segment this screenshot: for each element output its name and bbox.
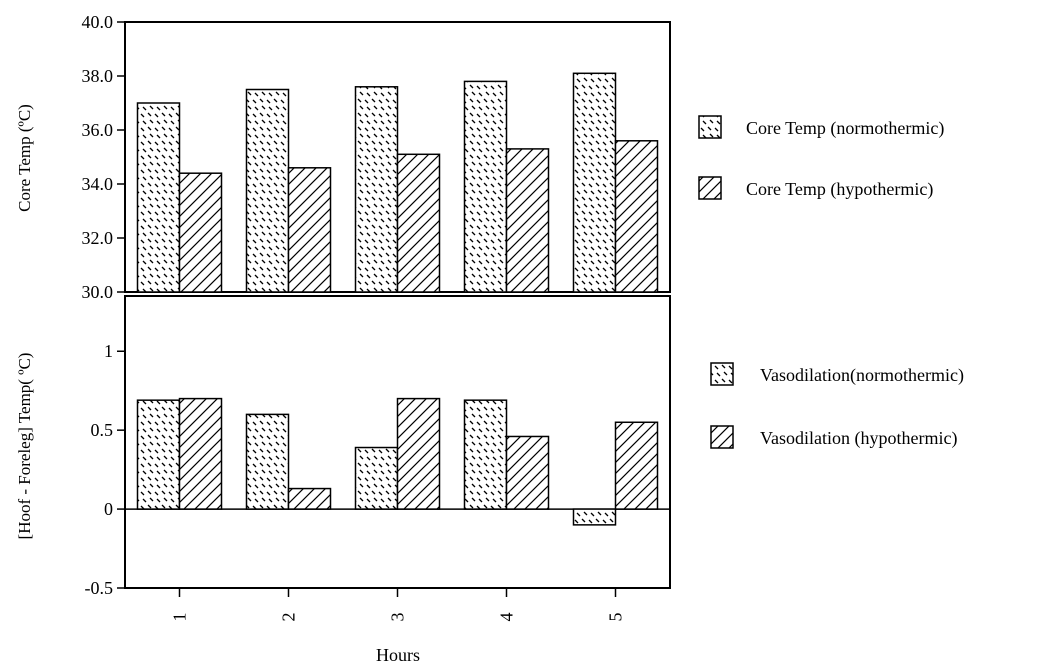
bar-hypothermic: [614, 421, 659, 510]
x-tick-label: 5: [606, 613, 626, 622]
legend-swatch-normothermic: [710, 362, 734, 386]
y-tick-label: -0.5: [85, 578, 114, 598]
y-tick-label: 32.0: [82, 228, 114, 248]
legend-swatch-hypothermic: [698, 176, 722, 200]
legend-item-vasodilation-normothermic: Vasodilation(normothermic): [710, 362, 964, 386]
bar-hypothermic: [396, 153, 441, 293]
legend-item-vasodilation-hypothermic: Vasodilation (hypothermic): [710, 425, 957, 449]
legend-item-core-temp-hypothermic: Core Temp (hypothermic): [698, 176, 933, 200]
vasodilation-y-axis: 1 0.5 0 -0.5: [85, 341, 125, 598]
vasodilation-legend: Vasodilation(normothermic) Vasodilation …: [710, 362, 964, 449]
core-temp-y-axis-label: Core Temp (ºC): [15, 104, 34, 212]
core-temp-panel: 40.0 38.0 36.0 34.0 32.0 30.0 Core Temp (ºC): [15, 12, 671, 302]
legend-item-core-temp-normothermic: Core Temp (normothermic): [698, 115, 944, 139]
y-tick-label: 0: [104, 499, 113, 519]
x-tick-label: 4: [497, 613, 517, 622]
hours-x-axis: 1 2 3 4 5: [170, 588, 626, 622]
vasodilation-bars: [125, 397, 670, 526]
core-temp-bars: [136, 72, 659, 293]
x-tick-label: 1: [170, 613, 190, 622]
vasodilation-y-axis-label: [Hoof - Foreleg] Temp( ºC): [15, 353, 34, 540]
y-tick-label: 36.0: [82, 120, 114, 140]
legend-label: Core Temp (hypothermic): [746, 179, 933, 200]
legend-label: Core Temp (normothermic): [746, 118, 944, 139]
bar-normothermic: [572, 508, 617, 526]
legend-swatch-normothermic: [698, 115, 722, 139]
bar-hypothermic: [178, 172, 223, 293]
y-tick-label: 38.0: [82, 66, 114, 86]
x-tick-label: 3: [388, 613, 408, 622]
legend-label: Vasodilation(normothermic): [760, 365, 964, 386]
bar-normothermic: [245, 88, 290, 293]
core-temp-legend: Core Temp (normothermic) Core Temp (hypo…: [698, 115, 944, 200]
core-temp-y-axis: 40.0 38.0 36.0 34.0 32.0 30.0: [82, 12, 125, 302]
bar-hypothermic: [505, 148, 550, 293]
y-tick-label: 40.0: [82, 12, 114, 32]
vasodilation-panel: 1 0.5 0 -0.5 1 2 3 4 5 [Hoof - Foreleg] Temp( º…: [15, 295, 671, 665]
x-axis-label: Hours: [376, 645, 420, 665]
bar-normothermic: [354, 446, 399, 510]
bar-normothermic: [245, 413, 290, 510]
y-tick-label: 0.5: [91, 420, 114, 440]
legend-label: Vasodilation (hypothermic): [760, 428, 957, 449]
bar-hypothermic: [505, 435, 550, 510]
legend-swatch-hypothermic: [710, 425, 734, 449]
bar-normothermic: [136, 399, 181, 510]
bar-normothermic: [354, 86, 399, 293]
bar-hypothermic: [287, 167, 332, 293]
y-tick-label: 30.0: [82, 282, 114, 302]
bar-normothermic: [572, 72, 617, 293]
bar-hypothermic: [614, 140, 659, 293]
bar-normothermic: [463, 80, 508, 293]
bar-normothermic: [136, 102, 181, 293]
bar-hypothermic: [396, 397, 441, 510]
bar-hypothermic: [178, 397, 223, 510]
y-tick-label: 34.0: [82, 174, 114, 194]
bar-hypothermic: [287, 487, 332, 510]
x-tick-label: 2: [279, 613, 299, 622]
y-tick-label: 1: [104, 341, 113, 361]
bar-normothermic: [463, 399, 508, 510]
